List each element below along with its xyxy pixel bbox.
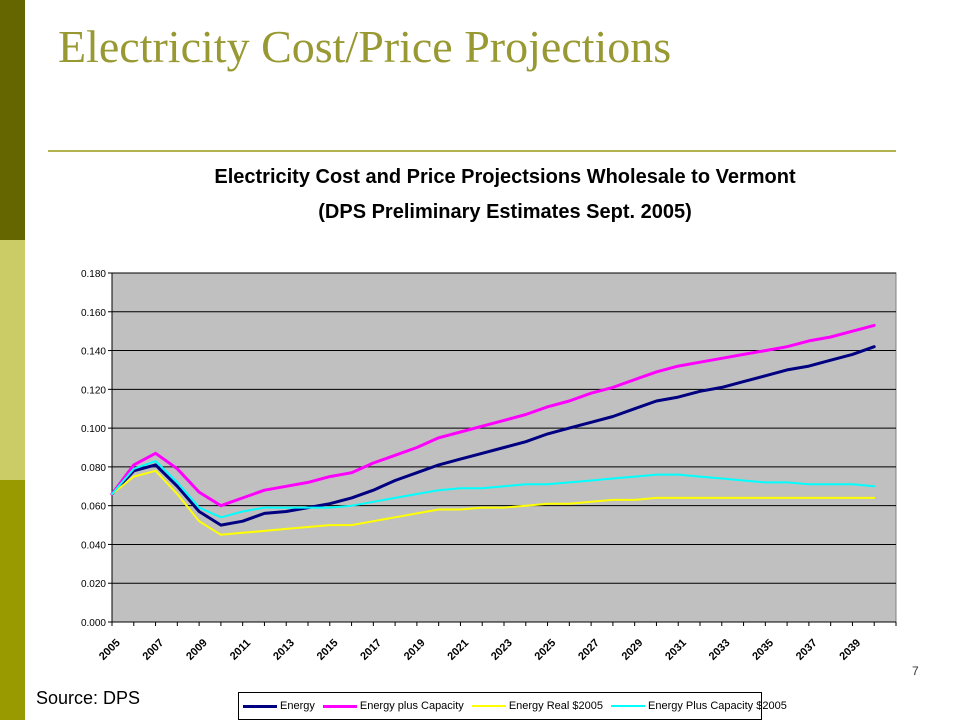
legend-label: Energy	[280, 700, 315, 712]
y-tick-label: 0.040	[81, 540, 106, 551]
sidebar-band-top	[0, 0, 25, 240]
source-label: Source: DPS	[36, 688, 141, 708]
x-tick-label: 2021	[445, 637, 471, 663]
page-number: 7	[912, 664, 919, 678]
y-tick-label: 0.100	[81, 424, 106, 435]
gridlines	[112, 272, 896, 584]
x-tick-label: 2035	[750, 637, 776, 663]
y-tick-label: 0.020	[81, 579, 106, 590]
legend-swatch-energy-plus-capacity-real	[611, 705, 645, 707]
series-line-energy	[110, 345, 876, 527]
legend-item-energy: Energy	[243, 700, 315, 712]
series-line-energy-real-2005	[111, 469, 876, 536]
y-tick-label: 0.080	[81, 463, 106, 474]
legend-item-energy-plus-capacity-real: Energy Plus Capacity $2005	[611, 700, 787, 712]
x-tick-label: 2029	[620, 637, 646, 663]
y-tick-label: 0.160	[81, 308, 106, 319]
line-chart: 0.000 0.020 0.040 0.060 0.080 0.100 0.120 0.140…	[81, 269, 897, 663]
x-tick-label: 2005	[97, 637, 123, 663]
x-tick-label: 2027	[576, 637, 602, 663]
legend-label: Energy plus Capacity	[359, 700, 464, 712]
chart-subtitle: (DPS Preliminary Estimates Sept. 2005)	[318, 201, 692, 223]
y-axis: 0.000 0.020 0.040 0.060 0.080 0.100 0.120 0.140…	[81, 269, 113, 629]
series-line-energy-plus-capacity-2005	[111, 460, 876, 519]
x-tick-label: 2033	[707, 637, 733, 663]
x-axis: 2005 2007 2009 2011 2013 2015 2017 2019 2021 2023…	[97, 621, 897, 663]
y-tick-label: 0.000	[81, 618, 106, 629]
x-tick-label: 2037	[794, 637, 820, 663]
x-tick-label: 2039	[837, 637, 863, 663]
chart-legend: Energy Energy plus Capacity Energy Real …	[238, 692, 787, 720]
y-tick-label: 0.060	[81, 502, 106, 513]
x-tick-label: 2013	[271, 637, 297, 663]
x-tick-label: 2015	[315, 637, 341, 663]
x-tick-label: 2011	[228, 637, 253, 662]
x-tick-label: 2025	[533, 637, 559, 663]
slide-title: Electricity Cost/Price Projections	[58, 21, 672, 72]
x-tick-label: 2017	[358, 637, 384, 663]
legend-label: Energy Real $2005	[508, 700, 603, 712]
legend-swatch-energy-plus-capacity	[322, 704, 357, 708]
series-lines	[110, 323, 876, 536]
legend-item-energy-real: Energy Real $2005	[471, 700, 603, 712]
legend-swatch-energy-real	[471, 705, 506, 707]
title-divider	[48, 150, 896, 152]
legend-swatch-energy	[243, 704, 277, 708]
x-tick-label: 2023	[489, 637, 515, 663]
y-tick-label: 0.140	[81, 347, 106, 358]
y-tick-label: 0.180	[81, 269, 106, 280]
chart-title: Electricity Cost and Price Projectsions …	[214, 166, 796, 188]
sidebar-band-bottom	[0, 480, 25, 720]
series-line-energy-plus-capacity	[110, 323, 876, 508]
x-tick-label: 2019	[402, 637, 428, 663]
legend-label: Energy Plus Capacity $2005	[648, 700, 787, 712]
x-tick-label: 2009	[184, 637, 210, 663]
x-tick-label: 2007	[141, 637, 167, 663]
x-tick-label: 2031	[663, 637, 689, 663]
y-tick-label: 0.120	[81, 385, 106, 396]
legend-item-energy-plus-capacity: Energy plus Capacity	[322, 700, 464, 712]
sidebar-band-middle	[0, 240, 25, 480]
